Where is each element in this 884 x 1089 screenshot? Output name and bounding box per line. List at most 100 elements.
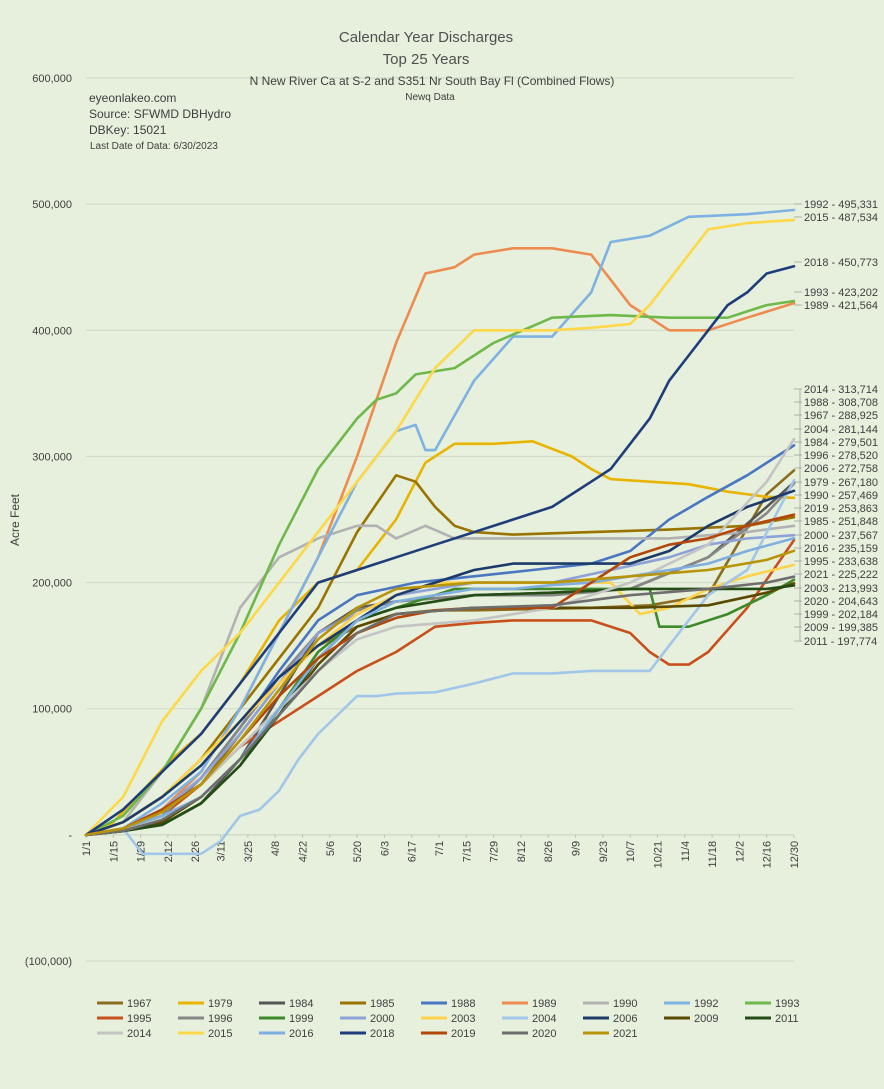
x-tick-label: 6/3 bbox=[379, 841, 391, 856]
end-label-1995: 1995 - 233,638 bbox=[804, 556, 878, 568]
x-tick-label: 1/15 bbox=[108, 841, 120, 862]
legend-label-1990: 1990 bbox=[613, 998, 637, 1010]
legend-label-1989: 1989 bbox=[532, 998, 556, 1010]
series-line-1999 bbox=[84, 578, 796, 837]
y-tick-label: (100,000) bbox=[25, 956, 72, 968]
end-label-1967: 1967 - 288,925 bbox=[804, 410, 878, 422]
end-label-1985: 1985 - 251,848 bbox=[804, 516, 878, 528]
end-label-2021: 2021 - 225,222 bbox=[804, 569, 878, 581]
end-label-2009: 2009 - 199,385 bbox=[804, 622, 878, 634]
legend-label-1992: 1992 bbox=[694, 998, 718, 1010]
x-tick-label: 11/4 bbox=[680, 841, 692, 862]
x-tick-label: 5/20 bbox=[352, 841, 364, 862]
legend-label-1967: 1967 bbox=[127, 998, 151, 1010]
x-tick-label: 10/21 bbox=[652, 841, 664, 869]
end-label-2019: 2019 - 253,863 bbox=[804, 503, 878, 515]
x-tick-label: 3/25 bbox=[243, 841, 255, 862]
legend-label-1985: 1985 bbox=[370, 998, 394, 1010]
y-tick-label: 300,000 bbox=[32, 451, 72, 463]
end-label-1984: 1984 - 279,501 bbox=[804, 437, 878, 449]
legend-label-1993: 1993 bbox=[775, 998, 799, 1010]
legend-label-2003: 2003 bbox=[451, 1013, 475, 1025]
end-label-2015: 2015 - 487,534 bbox=[804, 212, 878, 224]
x-tick-label: 7/1 bbox=[434, 841, 446, 856]
x-tick-label: 10/7 bbox=[625, 841, 637, 862]
x-tick-label: 9/23 bbox=[598, 841, 610, 862]
series-line-2018 bbox=[84, 264, 796, 837]
x-tick-label: 1/1 bbox=[81, 841, 93, 856]
series-line-2015 bbox=[84, 218, 796, 837]
legend-label-2006: 2006 bbox=[613, 1013, 637, 1025]
legend-label-2016: 2016 bbox=[289, 1028, 313, 1040]
series-lines bbox=[84, 208, 796, 856]
end-label-1996: 1996 - 278,520 bbox=[804, 450, 878, 462]
series-line-1979 bbox=[84, 439, 796, 837]
end-label-2014: 2014 - 313,714 bbox=[804, 384, 878, 396]
series-line-2020 bbox=[84, 575, 796, 837]
x-tick-label: 3/11 bbox=[216, 841, 228, 862]
end-label-1989: 1989 - 421,564 bbox=[804, 300, 878, 312]
chart-data-source: Newq Data bbox=[405, 92, 455, 103]
y-tick-label: 600,000 bbox=[32, 73, 72, 85]
end-label-2020: 2020 - 204,643 bbox=[804, 596, 878, 608]
legend-label-2019: 2019 bbox=[451, 1028, 475, 1040]
end-label-1988: 1988 - 308,708 bbox=[804, 397, 878, 409]
x-tick-label: 4/8 bbox=[270, 841, 282, 856]
end-label-2000: 2000 - 237,567 bbox=[804, 530, 878, 542]
end-label-1999: 1999 - 202,184 bbox=[804, 609, 878, 621]
series-line-1988 bbox=[84, 444, 796, 837]
legend-label-1996: 1996 bbox=[208, 1013, 232, 1025]
x-tick-label: 9/9 bbox=[571, 841, 583, 856]
x-tick-label: 2/12 bbox=[163, 841, 175, 862]
legend-label-2011: 2011 bbox=[775, 1013, 799, 1025]
legend-label-1999: 1999 bbox=[289, 1013, 313, 1025]
y-axis: 600,000 500,000 400,000 300,000 200,000 100,0… bbox=[25, 73, 72, 968]
legend-label-2018: 2018 bbox=[370, 1028, 394, 1040]
x-tick-label: 12/30 bbox=[789, 841, 801, 869]
note-source: Source: SFWMD DBHydro bbox=[89, 107, 231, 121]
x-tick-label: 2/26 bbox=[190, 841, 202, 862]
end-label-2018: 2018 - 450,773 bbox=[804, 257, 878, 269]
series-line-2009 bbox=[84, 581, 796, 837]
legend-label-2009: 2009 bbox=[694, 1013, 718, 1025]
legend-label-2000: 2000 bbox=[370, 1013, 394, 1025]
legend-label-1995: 1995 bbox=[127, 1013, 151, 1025]
series-line-2006 bbox=[84, 489, 796, 837]
legend-label-2014: 2014 bbox=[127, 1028, 151, 1040]
y-tick-label: 500,000 bbox=[32, 199, 72, 211]
end-label-2004: 2004 - 281,144 bbox=[804, 424, 878, 436]
y-tick-label: 100,000 bbox=[32, 704, 72, 716]
series-line-2004 bbox=[84, 478, 796, 856]
end-label-2011: 2011 - 197,774 bbox=[804, 636, 877, 648]
series-line-1993 bbox=[84, 299, 796, 837]
y-axis-label: Acre Feet bbox=[8, 493, 22, 546]
x-tick-label: 6/17 bbox=[407, 841, 419, 862]
legend-label-2004: 2004 bbox=[532, 1013, 556, 1025]
x-tick-label: 5/6 bbox=[325, 841, 337, 856]
series-line-2014 bbox=[84, 437, 796, 837]
note-website: eyeonlakeo.com bbox=[89, 91, 176, 105]
end-label-1992: 1992 - 495,331 bbox=[804, 199, 878, 211]
end-label-2006: 2006 - 272,758 bbox=[804, 463, 878, 475]
series-line-2021 bbox=[84, 549, 796, 837]
end-label-1979: 1979 - 267,180 bbox=[804, 477, 878, 489]
chart-subtitle: Top 25 Years bbox=[383, 51, 470, 68]
note-dbkey: DBKey: 15021 bbox=[89, 123, 167, 137]
legend-label-2020: 2020 bbox=[532, 1028, 556, 1040]
grid bbox=[86, 77, 794, 962]
x-tick-label: 11/18 bbox=[707, 841, 719, 868]
legend-label-1984: 1984 bbox=[289, 998, 313, 1010]
chart-title: Calendar Year Discharges bbox=[339, 29, 513, 46]
x-axis: 1/1 1/15 1/29 2/12 2/26 3/11 3/25 4/8 4/22 5/6 5/2… bbox=[81, 834, 801, 869]
end-label-2003: 2003 - 213,993 bbox=[804, 583, 878, 595]
legend-label-2021: 2021 bbox=[613, 1028, 637, 1040]
legend-label-1979: 1979 bbox=[208, 998, 232, 1010]
legend-label-2015: 2015 bbox=[208, 1028, 232, 1040]
end-label-2016: 2016 - 235,159 bbox=[804, 543, 878, 555]
x-tick-label: 7/29 bbox=[489, 841, 501, 862]
x-tick-label: 8/12 bbox=[516, 841, 528, 862]
y-tick-label: 200,000 bbox=[32, 578, 72, 590]
y-tick-label: - bbox=[68, 830, 72, 842]
